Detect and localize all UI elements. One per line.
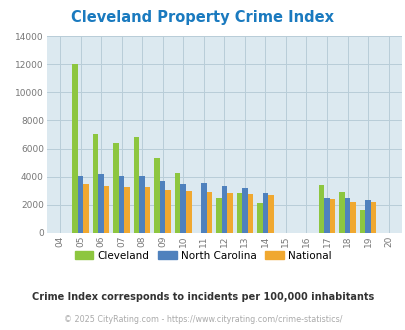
Bar [78, 176, 83, 233]
Bar [226, 193, 232, 233]
Bar [98, 175, 104, 233]
Bar [83, 184, 89, 233]
Text: Crime Index corresponds to incidents per 100,000 inhabitants: Crime Index corresponds to incidents per… [32, 292, 373, 302]
Text: © 2025 CityRating.com - https://www.cityrating.com/crime-statistics/: © 2025 CityRating.com - https://www.city… [64, 315, 341, 324]
Bar [145, 187, 150, 233]
Text: Cleveland Property Crime Index: Cleveland Property Crime Index [71, 10, 334, 25]
Bar [139, 176, 145, 233]
Bar [134, 137, 139, 233]
Bar [241, 188, 247, 233]
Bar [370, 202, 375, 233]
Bar [93, 135, 98, 233]
Bar [200, 183, 206, 233]
Bar [338, 192, 344, 233]
Bar [160, 181, 165, 233]
Bar [221, 186, 226, 233]
Bar [344, 198, 350, 233]
Bar [180, 184, 185, 233]
Bar [350, 202, 355, 233]
Bar [113, 143, 119, 233]
Bar [119, 176, 124, 233]
Bar [236, 193, 241, 233]
Bar [154, 158, 160, 233]
Bar [165, 190, 171, 233]
Bar [318, 185, 324, 233]
Bar [247, 194, 253, 233]
Bar [206, 192, 211, 233]
Bar [329, 199, 335, 233]
Bar [359, 210, 364, 233]
Bar [124, 187, 130, 233]
Bar [324, 198, 329, 233]
Bar [262, 193, 267, 233]
Bar [267, 195, 273, 233]
Bar [215, 198, 221, 233]
Bar [104, 186, 109, 233]
Legend: Cleveland, North Carolina, National: Cleveland, North Carolina, National [71, 248, 334, 264]
Bar [72, 64, 78, 233]
Bar [175, 173, 180, 233]
Bar [185, 190, 191, 233]
Bar [364, 200, 370, 233]
Bar [256, 203, 262, 233]
